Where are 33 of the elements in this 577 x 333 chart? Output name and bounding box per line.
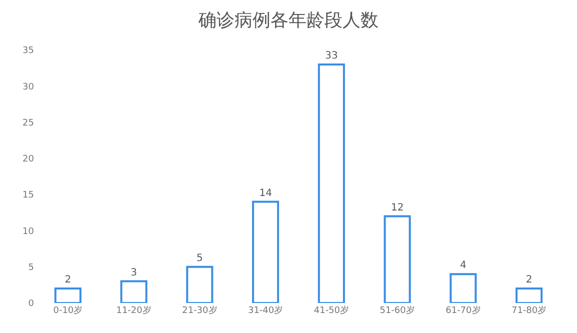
y-tick-label: 15 <box>22 190 34 201</box>
y-tick-label: 0 <box>28 299 34 310</box>
y-tick-label: 10 <box>22 226 34 237</box>
x-tick-label: 61-70岁 <box>446 305 481 316</box>
bar <box>516 288 543 303</box>
y-tick-label: 20 <box>22 154 34 165</box>
bar <box>450 273 477 303</box>
chart-title: 确诊病例各年龄段人数 <box>198 10 378 31</box>
x-tick-label: 71-80岁 <box>511 305 547 316</box>
x-tick-label: 51-60岁 <box>380 305 415 316</box>
x-tick-label: 21-30岁 <box>182 305 218 316</box>
x-tick-label: 11-20岁 <box>116 305 152 316</box>
y-tick-label: 35 <box>22 46 34 56</box>
bar <box>384 215 411 303</box>
y-tick-label: 25 <box>22 118 34 128</box>
y-tick-label: 30 <box>22 82 34 92</box>
data-label: 33 <box>325 50 338 62</box>
x-tick-label: 31-40岁 <box>248 305 284 316</box>
data-label: 5 <box>196 252 203 264</box>
x-tick-label: 0-10岁 <box>53 305 83 316</box>
y-tick-label: 5 <box>28 263 34 274</box>
bar <box>252 200 280 303</box>
data-label: 2 <box>64 274 72 286</box>
data-label: 3 <box>130 267 138 278</box>
x-tick-label: 41-50岁 <box>314 305 350 316</box>
bar <box>120 280 148 303</box>
data-label: 14 <box>259 188 272 199</box>
data-label: 4 <box>460 260 466 272</box>
data-label: 12 <box>390 202 404 214</box>
bar <box>186 266 214 303</box>
data-label: 2 <box>526 274 532 286</box>
bar <box>318 63 345 303</box>
bar <box>54 288 82 303</box>
